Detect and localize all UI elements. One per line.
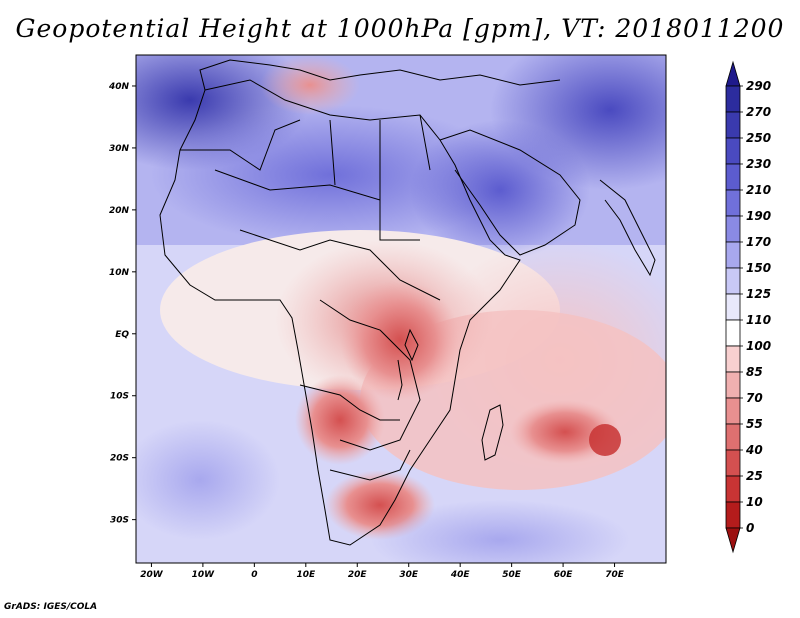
coastlines — [159, 59, 656, 546]
colorbar-label: 55 — [746, 417, 763, 431]
lat-tick-label: 40N — [108, 82, 130, 92]
colorbar-label: 230 — [746, 157, 771, 171]
europe-coastline — [199, 59, 561, 91]
border-3 — [319, 299, 421, 451]
colorbar-top-arrow — [725, 60, 741, 87]
credit-text: GrADS: IGES/COLA — [4, 602, 98, 612]
colorbar-label: 125 — [746, 287, 771, 301]
colorbar-swatch — [725, 449, 741, 477]
lon-tick-label: 20W — [140, 570, 164, 580]
lat-tick-label: 30S — [110, 516, 129, 526]
colorbar-swatch — [725, 345, 741, 373]
colorbar-label: 150 — [746, 261, 771, 275]
colorbar-label: 250 — [746, 131, 771, 145]
lat-tick-label: 20N — [109, 206, 130, 216]
lat-tick-label: EQ — [115, 330, 129, 340]
colorbar-label: 0 — [746, 521, 754, 535]
colorbar-label: 110 — [746, 313, 771, 327]
colorbar-swatch — [725, 163, 741, 191]
colorbar-label: 170 — [746, 235, 771, 249]
colorbar-swatch — [725, 319, 741, 347]
lon-tick-label: 10W — [192, 570, 216, 580]
madagascar-coastline — [481, 404, 504, 461]
lon-tick-label: 20E — [348, 570, 368, 580]
lat-tick-label: 30N — [109, 144, 130, 154]
africa-coastline — [159, 79, 521, 546]
border-7 — [329, 114, 431, 200]
border-4 — [299, 384, 400, 421]
lat-tick-label: 10S — [110, 392, 129, 402]
colorbar-swatch — [725, 267, 741, 295]
colorbar-swatch — [725, 475, 741, 503]
colorbar-swatch — [725, 293, 741, 321]
colorbar-label: 10 — [746, 495, 763, 509]
india-coastline — [599, 179, 656, 277]
colorbar-label: 290 — [746, 79, 771, 93]
colorbar-label: 25 — [746, 469, 763, 483]
lon-tick-label: 0 — [251, 570, 257, 580]
border-2 — [239, 229, 441, 301]
map-title: Geopotential Height at 1000hPa [gpm], VT… — [15, 14, 785, 43]
colorbar-label: 40 — [745, 443, 763, 457]
colorbar-swatch — [725, 371, 741, 399]
arabia-coastline — [439, 129, 581, 256]
colorbar-swatch — [725, 85, 741, 113]
colorbar-swatch — [725, 423, 741, 451]
great-lakes-2 — [397, 359, 403, 401]
lat-tick-label: 10N — [109, 268, 130, 278]
colorbar-swatch — [725, 137, 741, 165]
colorbar-label: 210 — [746, 183, 771, 197]
lon-tick-label: 50E — [502, 570, 522, 580]
colorbar-swatch — [725, 189, 741, 217]
lon-tick-label: 40E — [450, 570, 471, 580]
colorbar-swatch — [725, 215, 741, 243]
lon-tick-label: 70E — [605, 570, 625, 580]
colorbar-swatch — [725, 111, 741, 139]
height-field — [136, 55, 666, 563]
lon-tick-label: 60E — [554, 570, 574, 580]
great-lakes-1 — [404, 328, 419, 362]
colorbar-bottom-arrow — [725, 527, 741, 554]
colorbar-label: 100 — [746, 339, 771, 353]
border-6 — [180, 119, 301, 171]
colorbar-swatch — [725, 501, 741, 529]
colorbar-label: 190 — [746, 209, 771, 223]
lon-tick-label: 30E — [399, 570, 419, 580]
colorbar-label: 85 — [746, 365, 763, 379]
colorbar-swatch — [725, 397, 741, 425]
lon-tick-label: 10E — [296, 570, 316, 580]
colorbar-label: 70 — [746, 391, 763, 405]
colorbar-label: 270 — [746, 105, 771, 119]
border-1 — [214, 169, 420, 241]
lat-tick-label: 20S — [110, 454, 129, 464]
map-frame — [135, 54, 667, 564]
colorbar-swatch — [725, 241, 741, 269]
border-5 — [329, 449, 411, 481]
